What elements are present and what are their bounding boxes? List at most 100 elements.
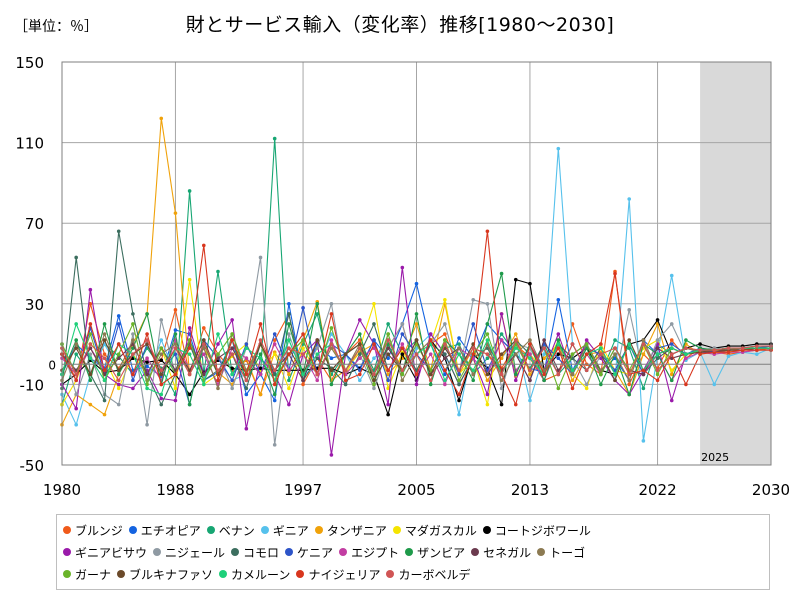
data-point [457, 372, 461, 377]
data-point [301, 306, 305, 310]
data-point [173, 342, 178, 346]
data-point [400, 352, 405, 356]
data-point [443, 332, 447, 336]
data-point [272, 372, 277, 377]
data-point [386, 356, 390, 361]
data-point [627, 342, 631, 346]
data-point [443, 338, 447, 342]
data-point [584, 338, 589, 342]
data-point [627, 338, 631, 342]
legend-item: エジプト [339, 544, 399, 561]
data-point [159, 346, 164, 350]
data-point [287, 338, 291, 342]
data-point [528, 378, 532, 383]
forecast-shade [700, 62, 771, 465]
data-point [542, 372, 546, 377]
data-point [499, 356, 504, 361]
data-point [173, 372, 178, 377]
data-point [669, 352, 674, 356]
data-point [301, 378, 305, 383]
data-point [443, 378, 447, 383]
data-point [102, 378, 107, 383]
data-point [528, 368, 532, 373]
legend-label: エジプト [351, 545, 400, 560]
data-point [641, 386, 646, 391]
data-point [202, 243, 206, 248]
data-point [613, 372, 617, 377]
legend-label: トーゴ [549, 545, 586, 560]
data-point [584, 382, 589, 387]
data-point [74, 406, 78, 411]
data-point [428, 338, 433, 342]
data-point [202, 338, 206, 342]
data-point [457, 352, 461, 356]
data-point [116, 322, 121, 326]
unit-label: ［単位：％］ [14, 19, 98, 35]
data-point [102, 398, 107, 403]
y-tick-label: 150 [15, 54, 44, 72]
x-tick-label: 2022 [638, 481, 676, 499]
data-point [230, 346, 234, 350]
data-point [400, 342, 405, 346]
data-point [159, 368, 164, 373]
data-point [230, 378, 234, 383]
data-point [315, 356, 320, 361]
data-point [613, 352, 617, 356]
data-point [329, 332, 334, 336]
data-point [287, 386, 291, 391]
data-point [386, 402, 390, 407]
data-point [712, 348, 717, 352]
legend-item: エチオピア [128, 522, 201, 539]
data-point [613, 378, 617, 383]
data-point [145, 372, 149, 377]
data-point [556, 356, 561, 361]
data-point [216, 378, 220, 383]
data-point [159, 372, 164, 377]
data-point [230, 332, 234, 336]
x-tick-label: 1988 [156, 481, 194, 499]
data-point [173, 308, 178, 312]
data-point [159, 358, 164, 363]
data-point [499, 402, 504, 407]
data-point [131, 332, 135, 336]
data-point [329, 368, 334, 373]
data-point [570, 378, 575, 383]
data-point [258, 322, 263, 326]
data-point [116, 342, 121, 346]
data-point [457, 412, 461, 417]
data-point [400, 322, 405, 326]
data-point [159, 382, 164, 387]
data-point [272, 368, 277, 373]
data-point [485, 392, 490, 397]
data-point [613, 346, 617, 350]
data-point [669, 378, 674, 383]
data-point [528, 281, 532, 286]
data-point [669, 342, 674, 346]
data-point [428, 372, 433, 377]
data-point [131, 378, 135, 383]
legend-item: コートジボワール [482, 522, 591, 539]
data-point [386, 332, 390, 336]
data-point [726, 350, 731, 354]
data-point [357, 356, 362, 361]
data-point [627, 308, 631, 312]
data-point [528, 372, 532, 377]
data-point [244, 386, 249, 391]
data-point [684, 382, 688, 387]
data-point [513, 352, 518, 356]
legend-marker [63, 526, 71, 534]
data-point [669, 346, 674, 350]
data-point [202, 352, 206, 356]
data-point [641, 372, 646, 377]
data-point [386, 368, 390, 373]
data-point [131, 322, 135, 326]
data-point [272, 136, 277, 141]
legend-row: ギニアビサウ ニジェール コモロ ケニア エジプト ザンビア セネガル トーゴ [63, 541, 763, 563]
data-point [116, 229, 121, 234]
data-point [145, 332, 149, 336]
data-point [244, 346, 249, 350]
legend-marker [117, 570, 126, 578]
data-point [88, 342, 93, 346]
data-point [244, 356, 249, 361]
legend-item: ギニア [260, 522, 309, 539]
